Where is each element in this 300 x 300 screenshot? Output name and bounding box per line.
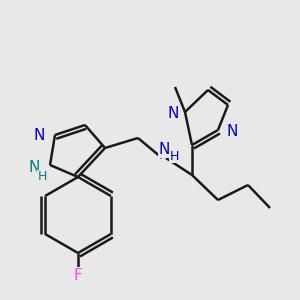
Text: N: N xyxy=(167,106,179,122)
Text: H: H xyxy=(37,170,47,184)
Text: N: N xyxy=(28,160,40,175)
Text: N: N xyxy=(226,124,238,140)
Text: F: F xyxy=(74,268,82,283)
Text: N: N xyxy=(158,142,170,158)
Text: N: N xyxy=(33,128,45,142)
Text: H: H xyxy=(169,149,179,163)
